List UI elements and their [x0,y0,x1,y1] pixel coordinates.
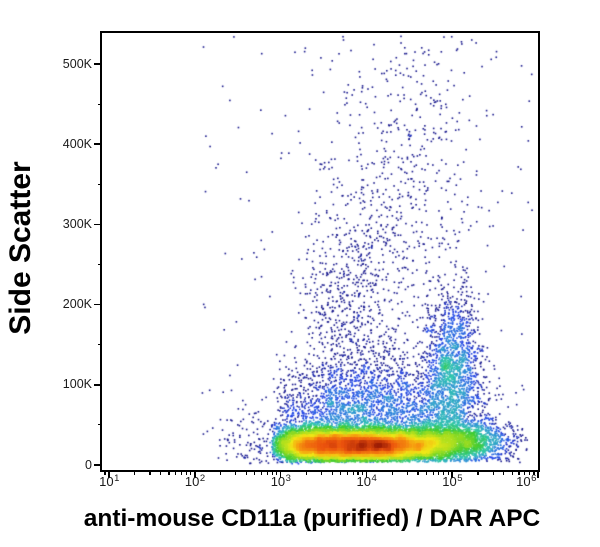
x-minor-tick [391,470,393,475]
x-minor-tick [168,470,170,475]
x-minor-tick [104,470,106,475]
x-minor-tick [185,470,188,475]
x-minor-tick [254,470,256,475]
x-minor-tick [305,470,308,475]
x-minor-tick [160,470,162,475]
x-minor-tick [443,470,445,475]
x-minor-tick [134,470,136,475]
x-tick-exponent: 2 [199,473,206,484]
y-major-tick [94,464,102,466]
x-minor-tick [432,470,434,475]
x-minor-tick [503,470,505,475]
x-minor-tick [406,470,408,475]
x-minor-tick [477,470,479,475]
x-minor-tick [524,470,526,475]
y-tick-label: 100K [62,377,92,392]
y-minor-tick [97,183,102,185]
x-minor-tick [438,470,440,475]
x-minor-tick [180,470,183,475]
x-minor-tick [417,470,419,475]
x-tick-exponent: 4 [371,473,377,484]
x-minor-tick [271,470,273,475]
y-minor-tick [97,263,102,266]
x-minor-tick [425,470,427,475]
x-minor-tick [235,470,237,475]
x-minor-tick [357,470,359,475]
x-major-tick [108,470,110,478]
x-minor-tick [260,470,263,475]
x-minor-tick [352,470,354,475]
x-tick-label: 102 [184,473,206,489]
density-scatter-canvas [102,33,538,470]
y-major-tick [94,63,102,65]
x-major-tick [537,470,539,478]
x-minor-tick [361,470,364,475]
x-minor-tick [511,470,513,475]
x-tick-label: 105 [442,473,463,489]
x-minor-tick [447,470,449,475]
y-major-tick [94,303,102,306]
x-major-tick [451,470,453,478]
x-minor-tick [266,470,268,475]
y-tick-label: 500K [62,56,92,71]
y-tick-label: 400K [62,136,92,151]
x-major-tick [279,470,282,478]
x-minor-tick [533,470,535,475]
x-minor-tick [518,470,520,475]
x-tick-exponent: 5 [457,473,463,484]
x-tick-label: 106 [516,473,537,489]
x-tick-label: 103 [270,473,291,489]
x-minor-tick [220,470,222,475]
x-minor-tick [149,470,151,475]
x-major-tick [365,470,368,478]
y-minor-tick [97,344,102,346]
x-minor-tick [320,470,323,475]
y-major-tick [94,384,102,386]
x-tick-exponent: 3 [285,473,291,484]
x-minor-tick [190,470,192,475]
y-major-tick [94,223,102,226]
x-minor-tick [175,470,177,475]
x-major-tick [194,470,196,478]
x-tick-exponent: 6 [531,473,537,484]
y-axis-title: Side Scatter [4,161,37,335]
x-axis-title: anti-mouse CD11a (purified) / DAR APC [83,505,541,532]
x-minor-tick [245,470,248,475]
x-tick-exponent: 1 [114,473,120,484]
y-major-tick [94,143,102,145]
x-minor-tick [276,470,278,475]
y-tick-label: 300K [62,216,92,231]
x-tick-label: 101 [99,473,120,489]
y-minor-tick [97,103,102,105]
x-minor-tick [339,470,342,475]
y-tick-label: 0 [85,457,92,472]
x-tick-label: 104 [356,473,377,489]
x-minor-tick [331,470,333,475]
y-minor-tick [97,424,102,426]
x-minor-tick [529,470,531,475]
x-minor-tick [346,470,348,475]
x-minor-tick [492,470,494,475]
y-tick-label: 200K [62,297,92,312]
